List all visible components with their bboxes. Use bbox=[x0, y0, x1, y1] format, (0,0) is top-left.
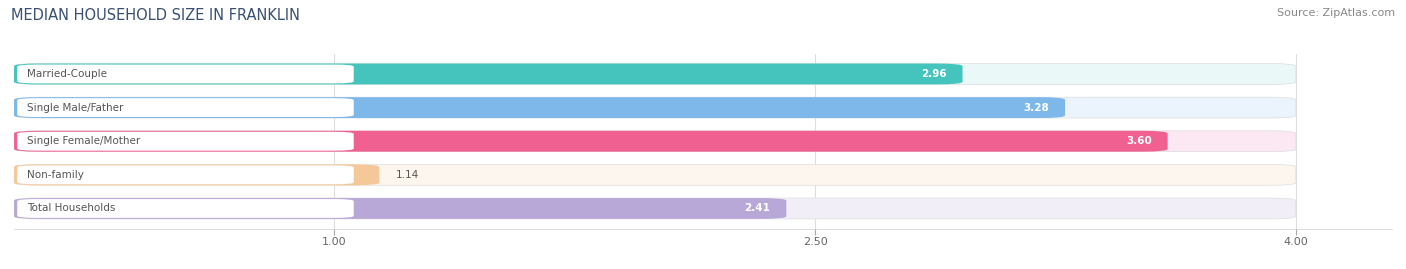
FancyBboxPatch shape bbox=[14, 198, 786, 219]
FancyBboxPatch shape bbox=[14, 131, 1296, 152]
FancyBboxPatch shape bbox=[17, 65, 354, 83]
Text: 1.14: 1.14 bbox=[395, 170, 419, 180]
Text: 3.28: 3.28 bbox=[1024, 102, 1049, 113]
Text: 2.41: 2.41 bbox=[744, 203, 770, 214]
FancyBboxPatch shape bbox=[14, 164, 380, 185]
Text: Single Male/Father: Single Male/Father bbox=[27, 102, 124, 113]
Text: Source: ZipAtlas.com: Source: ZipAtlas.com bbox=[1277, 8, 1395, 18]
FancyBboxPatch shape bbox=[17, 98, 354, 117]
FancyBboxPatch shape bbox=[14, 63, 963, 84]
Text: Total Households: Total Households bbox=[27, 203, 115, 214]
FancyBboxPatch shape bbox=[17, 132, 354, 151]
FancyBboxPatch shape bbox=[14, 63, 1296, 84]
Text: Married-Couple: Married-Couple bbox=[27, 69, 107, 79]
Text: Single Female/Mother: Single Female/Mother bbox=[27, 136, 141, 146]
FancyBboxPatch shape bbox=[14, 97, 1066, 118]
FancyBboxPatch shape bbox=[17, 165, 354, 184]
Text: 2.96: 2.96 bbox=[921, 69, 946, 79]
FancyBboxPatch shape bbox=[14, 97, 1296, 118]
FancyBboxPatch shape bbox=[14, 164, 1296, 185]
FancyBboxPatch shape bbox=[14, 198, 1296, 219]
Text: Non-family: Non-family bbox=[27, 170, 84, 180]
Text: 3.60: 3.60 bbox=[1126, 136, 1152, 146]
FancyBboxPatch shape bbox=[17, 199, 354, 218]
FancyBboxPatch shape bbox=[14, 131, 1167, 152]
Text: MEDIAN HOUSEHOLD SIZE IN FRANKLIN: MEDIAN HOUSEHOLD SIZE IN FRANKLIN bbox=[11, 8, 301, 23]
